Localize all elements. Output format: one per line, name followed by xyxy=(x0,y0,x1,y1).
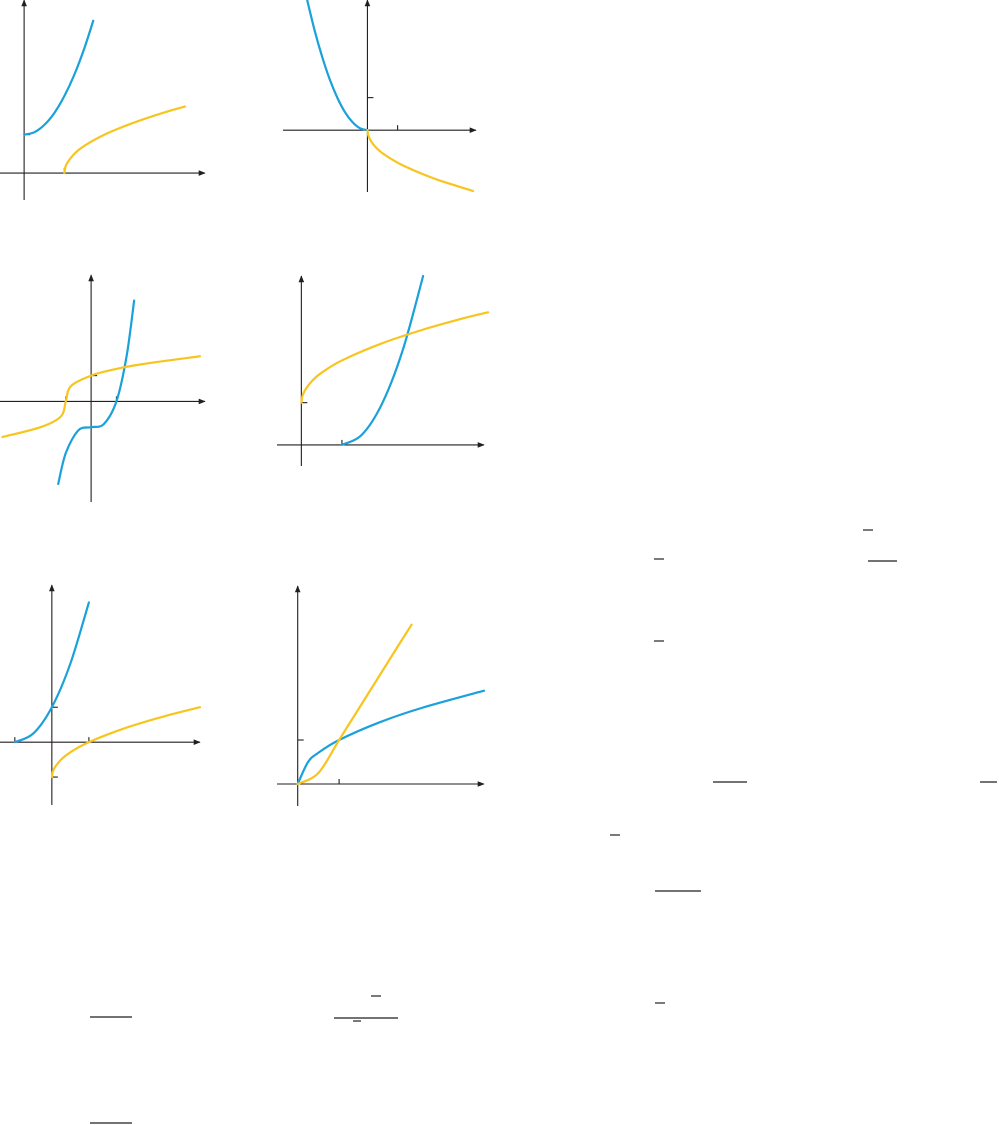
yellow-curve xyxy=(50,706,202,779)
blue-curve xyxy=(13,601,90,744)
blue-curve xyxy=(57,299,136,486)
yellow-curve xyxy=(63,105,186,175)
graph-d xyxy=(277,274,490,466)
graph-c xyxy=(0,274,206,502)
graph-b xyxy=(283,0,477,193)
graph-f xyxy=(277,585,486,806)
graph-e xyxy=(0,584,202,805)
blue-curve xyxy=(340,274,425,446)
yellow-curve xyxy=(366,129,475,193)
blue-curve xyxy=(306,0,369,132)
graph-a xyxy=(0,0,206,200)
yellow-curve xyxy=(1,355,202,439)
yellow-curve xyxy=(300,311,490,404)
blue-curve xyxy=(23,19,95,136)
fraction-bars xyxy=(90,529,997,1124)
blue-curve xyxy=(296,689,486,786)
yellow-curve xyxy=(296,623,413,786)
